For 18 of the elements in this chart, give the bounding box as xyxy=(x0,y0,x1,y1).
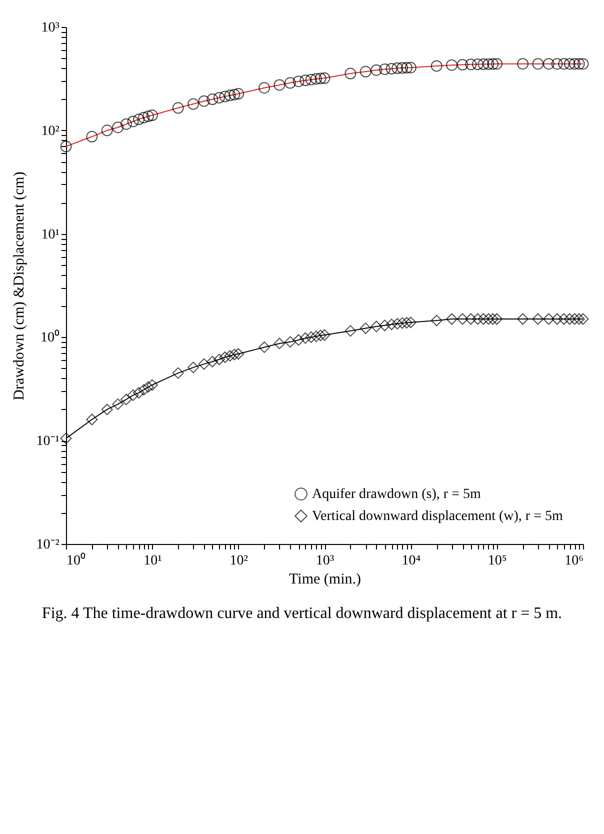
legend-label: Aquifer drawdown (s), r = 5m xyxy=(312,487,481,502)
y-tick-label: 10⁰ xyxy=(40,330,60,346)
y-tick-label: 10¹ xyxy=(41,227,60,242)
x-tick-label: 10¹ xyxy=(144,554,162,568)
x-tick-label: 10³ xyxy=(316,554,334,568)
x-tick-label: 10⁶ xyxy=(564,554,584,568)
y-tick-label: 10⁻¹ xyxy=(36,434,60,450)
x-axis-title: Time (min.) xyxy=(289,572,361,588)
caption: Fig. 4 The time-drawdown curve and vertical downward displacement at r = 5 m. xyxy=(40,605,564,623)
x-tick-label: 10² xyxy=(230,554,248,568)
x-tick-label: 10⁴ xyxy=(402,554,421,568)
y-tick-label: 10³ xyxy=(41,20,60,36)
x-tick-label: 10⁵ xyxy=(488,554,507,568)
y-tick-label: 10⁻² xyxy=(36,538,60,552)
legend-label: Vertical downward displacement (w), r = 5m xyxy=(312,509,563,524)
x-tick-label: 10⁰ xyxy=(66,552,86,568)
y-axis-title: Drawdown (cm) &Displacement (cm) xyxy=(11,172,28,400)
y-tick-label: 10² xyxy=(41,124,60,139)
